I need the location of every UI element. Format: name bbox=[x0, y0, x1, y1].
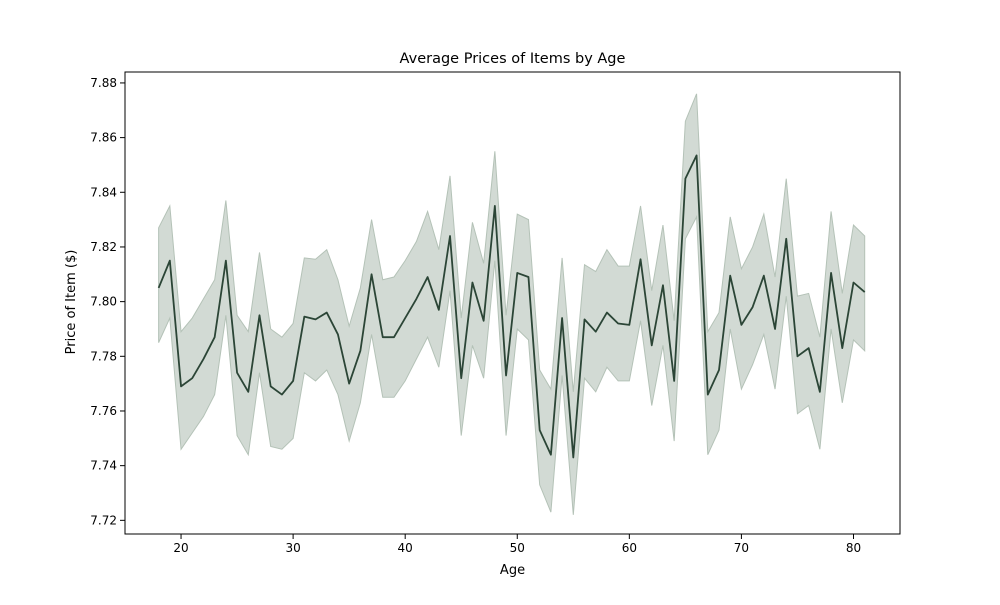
data-point bbox=[281, 394, 283, 396]
data-point bbox=[740, 324, 742, 326]
data-point bbox=[527, 276, 529, 278]
data-point bbox=[774, 328, 776, 330]
data-point bbox=[270, 385, 272, 387]
series-line bbox=[157, 154, 866, 459]
data-point bbox=[449, 235, 451, 237]
data-point bbox=[696, 154, 698, 156]
data-point bbox=[819, 391, 821, 393]
data-point bbox=[214, 336, 216, 338]
y-axis-label: Price of Item ($) bbox=[64, 250, 79, 355]
y-tick-label: 7.76 bbox=[90, 404, 117, 418]
data-point bbox=[830, 272, 832, 274]
x-tick-label: 40 bbox=[398, 541, 413, 555]
data-point bbox=[315, 318, 317, 320]
data-point bbox=[651, 344, 653, 346]
y-tick-label: 7.88 bbox=[90, 76, 117, 90]
data-point bbox=[539, 429, 541, 431]
data-point bbox=[763, 275, 765, 277]
x-axis-label: Age bbox=[500, 563, 525, 578]
x-tick-label: 60 bbox=[622, 541, 637, 555]
data-point bbox=[180, 385, 182, 387]
data-point bbox=[337, 333, 339, 335]
data-point bbox=[191, 377, 193, 379]
data-point bbox=[225, 260, 227, 262]
data-point bbox=[303, 316, 305, 318]
data-point bbox=[415, 298, 417, 300]
data-point bbox=[371, 273, 373, 275]
data-point bbox=[202, 358, 204, 360]
data-point bbox=[617, 323, 619, 325]
data-point bbox=[471, 282, 473, 284]
data-point bbox=[808, 347, 810, 349]
data-point bbox=[796, 355, 798, 357]
data-point bbox=[729, 275, 731, 277]
y-tick-label: 7.82 bbox=[90, 240, 117, 254]
data-point bbox=[561, 317, 563, 319]
data-point bbox=[359, 350, 361, 352]
x-tick-label: 30 bbox=[285, 541, 300, 555]
data-point bbox=[662, 284, 664, 286]
data-point bbox=[752, 306, 754, 308]
axis-ticks: 20 30 40 50 60 70 80 7.72 7.74 7.76 7.78 7.80 7.82 7.… bbox=[90, 76, 861, 555]
data-point bbox=[169, 260, 171, 262]
y-tick-label: 7.74 bbox=[90, 459, 117, 473]
confidence-band bbox=[158, 93, 866, 515]
series-line-layer bbox=[157, 154, 866, 459]
x-tick-label: 50 bbox=[510, 541, 525, 555]
data-point bbox=[718, 369, 720, 371]
data-point bbox=[516, 272, 518, 274]
data-point bbox=[572, 456, 574, 458]
data-point bbox=[393, 336, 395, 338]
data-point bbox=[505, 374, 507, 376]
data-point bbox=[673, 380, 675, 382]
data-point bbox=[404, 317, 406, 319]
data-point bbox=[247, 391, 249, 393]
x-tick-label: 70 bbox=[734, 541, 749, 555]
data-point bbox=[640, 258, 642, 260]
data-point bbox=[606, 312, 608, 314]
data-point bbox=[628, 324, 630, 326]
data-point bbox=[785, 238, 787, 240]
x-tick-label: 20 bbox=[173, 541, 188, 555]
data-point bbox=[382, 336, 384, 338]
data-point bbox=[427, 276, 429, 278]
data-point bbox=[864, 291, 866, 293]
x-tick-label: 80 bbox=[846, 541, 861, 555]
data-point bbox=[707, 394, 709, 396]
data-point bbox=[348, 383, 350, 385]
data-point bbox=[258, 314, 260, 316]
y-tick-label: 7.84 bbox=[90, 185, 117, 199]
y-tick-label: 7.80 bbox=[90, 295, 117, 309]
data-point bbox=[483, 320, 485, 322]
data-point bbox=[684, 178, 686, 180]
data-point bbox=[550, 454, 552, 456]
confidence-band-layer bbox=[158, 93, 866, 515]
data-point bbox=[158, 287, 160, 289]
y-tick-label: 7.86 bbox=[90, 131, 117, 145]
data-point bbox=[438, 309, 440, 311]
data-point bbox=[326, 312, 328, 314]
y-tick-label: 7.78 bbox=[90, 349, 117, 363]
data-point bbox=[292, 380, 294, 382]
chart-title: Average Prices of Items by Age bbox=[400, 51, 626, 67]
plot-area-frame bbox=[124, 71, 901, 535]
data-point bbox=[852, 282, 854, 284]
y-tick-label: 7.72 bbox=[90, 513, 117, 527]
data-point bbox=[494, 205, 496, 207]
data-point bbox=[460, 377, 462, 379]
data-point bbox=[236, 372, 238, 374]
data-point bbox=[595, 331, 597, 333]
data-point bbox=[584, 318, 586, 320]
data-point bbox=[841, 347, 843, 349]
